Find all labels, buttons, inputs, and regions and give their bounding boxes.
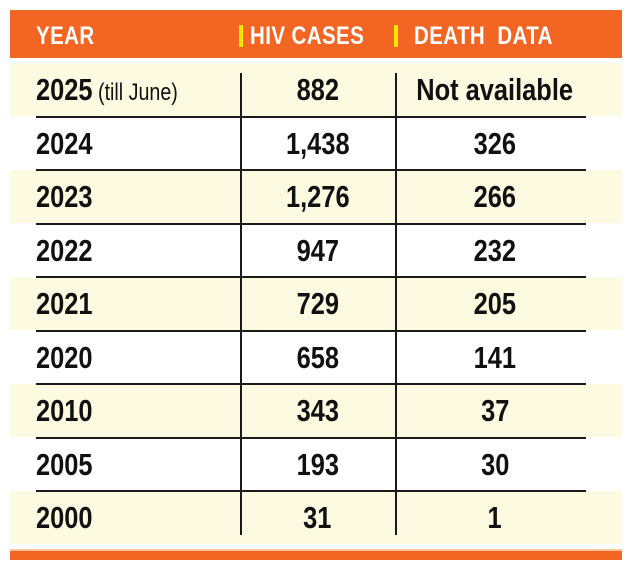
hiv-cases-value: 729 [296,286,339,321]
hiv-cases-cell: 882 [240,63,395,116]
deaths-value: 37 [480,393,510,428]
year-value: 2023 [36,179,93,214]
row-divider [36,169,586,171]
header-separator [239,25,243,47]
table-row: 2023 1,276 266 [10,170,622,223]
header-separator [394,25,398,47]
year-cell: 2005 [36,438,105,491]
row-divider [36,330,586,332]
deaths-value: Not available [416,72,574,107]
footer-bar [10,551,622,560]
deaths-value: 141 [473,340,517,375]
hiv-cases-cell: 31 [240,491,395,544]
row-divider [36,437,586,439]
deaths-cell: 232 [395,224,595,277]
row-divider [36,223,586,225]
deaths-cell: 1 [395,491,595,544]
table-row: 2020 658 141 [10,331,622,384]
table-row: 2022 947 232 [10,224,622,277]
year-value: 2010 [36,393,93,428]
year-cell: 2025 (till June) [36,63,209,116]
deaths-cell: 326 [395,117,595,170]
table-row: 2010 343 37 [10,384,622,437]
year-cell: 2020 [36,331,105,384]
header-year: YEAR [36,22,95,50]
table-row: 2000 31 1 [10,491,622,544]
deaths-cell: 37 [395,384,595,437]
hiv-cases-cell: 1,438 [240,117,395,170]
deaths-cell: 30 [395,438,595,491]
year-cell: 2010 [36,384,105,437]
year-value: 2020 [36,340,93,375]
year-cell: 2021 [36,277,105,330]
hiv-cases-cell: 658 [240,331,395,384]
deaths-value: 266 [473,179,517,214]
table-row: 2005 193 30 [10,438,622,491]
deaths-cell: Not available [395,63,595,116]
hiv-cases-cell: 947 [240,224,395,277]
table-row: 2021 729 205 [10,277,622,330]
hiv-cases-value: 193 [296,447,339,482]
deaths-value: 232 [473,233,517,268]
hiv-cases-value: 1,276 [285,179,350,214]
column-divider [395,73,397,535]
hiv-cases-value: 658 [296,340,339,375]
deaths-cell: 205 [395,277,595,330]
year-cell: 2022 [36,224,105,277]
deaths-value: 326 [473,126,517,161]
hiv-cases-cell: 193 [240,438,395,491]
header-hiv-cases: HIV CASES [250,22,365,50]
row-divider [36,383,586,385]
deaths-cell: 141 [395,331,595,384]
year-note: (till June) [92,79,178,106]
hiv-cases-cell: 343 [240,384,395,437]
row-divider [36,116,586,118]
year-value: 2022 [36,233,93,268]
table-header: YEAR HIV CASES DEATH DATA [10,10,622,58]
hiv-cases-cell: 1,276 [240,170,395,223]
year-value: 2025 [36,72,93,107]
hiv-cases-value: 947 [296,233,339,268]
footer-accent [10,549,622,551]
hiv-cases-value: 343 [296,393,339,428]
column-divider [240,73,242,535]
hiv-cases-cell: 729 [240,277,395,330]
deaths-value: 1 [487,500,503,535]
year-value: 2021 [36,286,93,321]
deaths-value: 30 [480,447,510,482]
deaths-cell: 266 [395,170,595,223]
row-divider [36,490,586,492]
year-value: 2000 [36,500,93,535]
header-death-data: DEATH DATA [414,22,553,50]
year-cell: 2024 [36,117,105,170]
table-row: 2025 (till June) 882 Not available [10,63,622,116]
year-value: 2005 [36,447,93,482]
hiv-cases-value: 1,438 [285,126,350,161]
row-divider [36,276,586,278]
year-value: 2024 [36,126,93,161]
hiv-cases-value: 882 [296,72,339,107]
table-row: 2024 1,438 326 [10,117,622,170]
year-cell: 2023 [36,170,105,223]
year-cell: 2000 [36,491,105,544]
hiv-cases-value: 31 [303,500,332,535]
deaths-value: 205 [473,286,517,321]
